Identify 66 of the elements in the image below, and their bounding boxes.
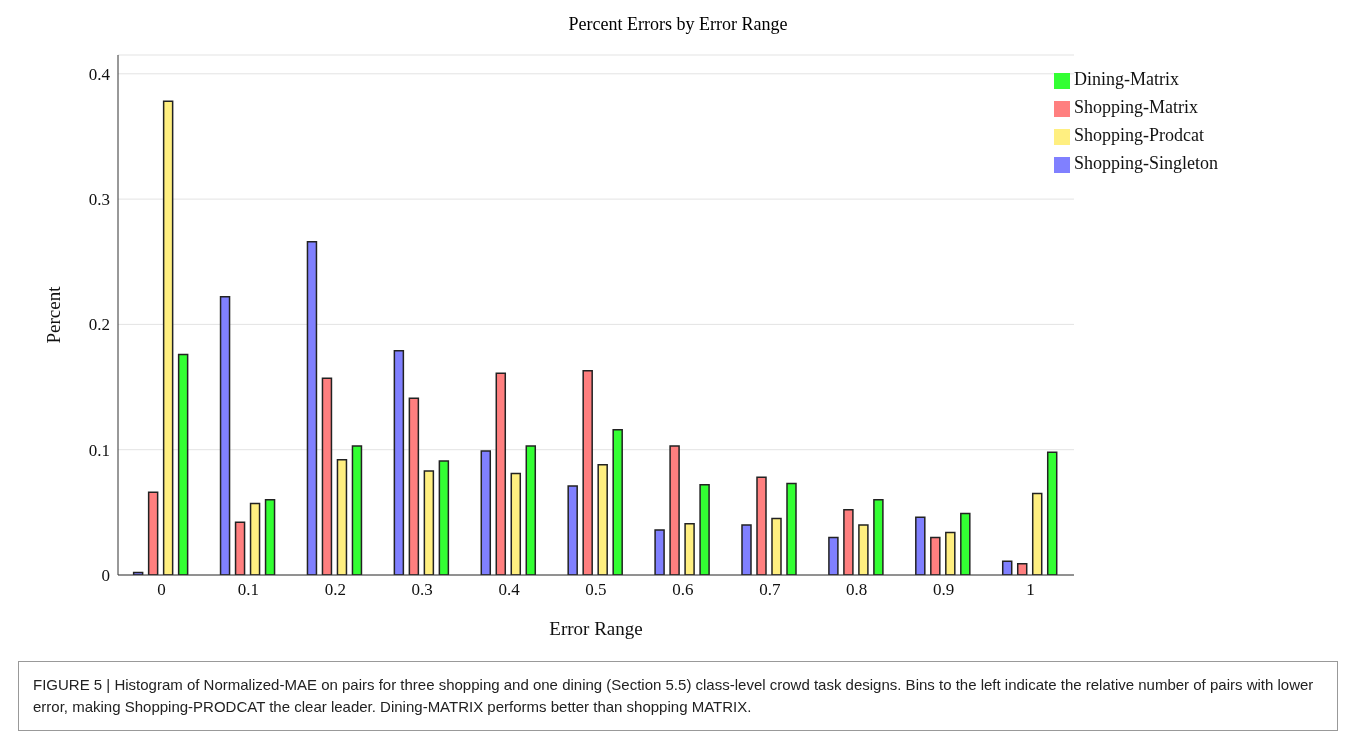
x-tick-label: 0.9 xyxy=(933,580,955,600)
bar xyxy=(684,522,695,575)
legend-label: Shopping-Prodcat xyxy=(1073,125,1204,145)
x-tick-label: 0.5 xyxy=(585,580,607,600)
legend-label: Shopping-Singleton xyxy=(1073,153,1218,173)
x-axis-title: Error Range xyxy=(549,618,643,639)
legend-label: Shopping-Matrix xyxy=(1073,97,1198,117)
bar xyxy=(945,531,956,575)
bar xyxy=(264,499,276,575)
chart-title: Percent Errors by Error Range xyxy=(567,14,789,35)
bar xyxy=(669,445,680,575)
bar xyxy=(336,458,348,575)
y-tick-label: 0.2 xyxy=(88,315,110,335)
bar xyxy=(654,529,665,575)
legend-label: Dining-Matrix xyxy=(1073,69,1179,89)
bar xyxy=(393,349,405,575)
bar xyxy=(612,428,623,575)
x-tick-label: 0.8 xyxy=(846,580,868,600)
y-tick-label: 0.3 xyxy=(88,190,110,210)
bar xyxy=(408,397,420,575)
bar xyxy=(960,512,971,575)
x-tick-label: 1 xyxy=(1026,580,1035,600)
bar xyxy=(510,472,522,575)
bar xyxy=(828,536,839,575)
bar xyxy=(480,450,492,575)
bar xyxy=(1046,451,1058,575)
bar xyxy=(699,484,710,575)
y-tick-label: 0.1 xyxy=(88,440,110,460)
bar xyxy=(162,100,174,575)
bar xyxy=(234,521,246,575)
bar xyxy=(495,372,507,575)
caption: FIGURE 5 | Histogram of Normalized-MAE on pairs for three shopping and one dining (Section 5.5) class-level crowd task designs. Bins to the left indicate the relative number of pairs with lower error, making Shopping-PRODCAT the clear leader. Dining-MATRIX performs better than shopping MATRIX. xyxy=(18,661,1338,731)
bar xyxy=(873,499,884,575)
y-tick-label: 0.4 xyxy=(88,64,111,84)
x-tick-label: 0.1 xyxy=(237,580,259,600)
bar xyxy=(525,445,537,575)
bar xyxy=(915,516,926,575)
bar xyxy=(219,296,231,575)
bar xyxy=(351,445,363,575)
bar xyxy=(597,463,608,575)
bar xyxy=(1031,492,1043,575)
x-tick-label: 0.3 xyxy=(411,580,433,600)
bar xyxy=(1001,560,1013,575)
x-tick-label: 0.7 xyxy=(759,580,781,600)
x-tick-label: 0 xyxy=(157,580,166,600)
bar xyxy=(249,502,261,575)
bar xyxy=(567,485,578,575)
bar xyxy=(930,536,941,575)
bar xyxy=(858,524,869,575)
bar xyxy=(756,476,767,575)
bar xyxy=(741,524,752,575)
bar xyxy=(177,353,189,575)
bar xyxy=(771,517,782,575)
bar xyxy=(306,240,318,575)
bar xyxy=(582,370,593,575)
y-tick-label: 0 xyxy=(101,566,110,586)
x-tick-label: 0.2 xyxy=(324,580,346,600)
bar xyxy=(438,460,450,575)
x-tick-label: 0.4 xyxy=(498,580,521,600)
bar xyxy=(786,482,797,575)
bar xyxy=(423,470,435,575)
x-tick-label: 0.6 xyxy=(672,580,694,600)
y-axis-title: Percent xyxy=(42,285,64,344)
bar xyxy=(147,491,159,575)
bar xyxy=(843,509,854,575)
bar xyxy=(321,377,333,575)
